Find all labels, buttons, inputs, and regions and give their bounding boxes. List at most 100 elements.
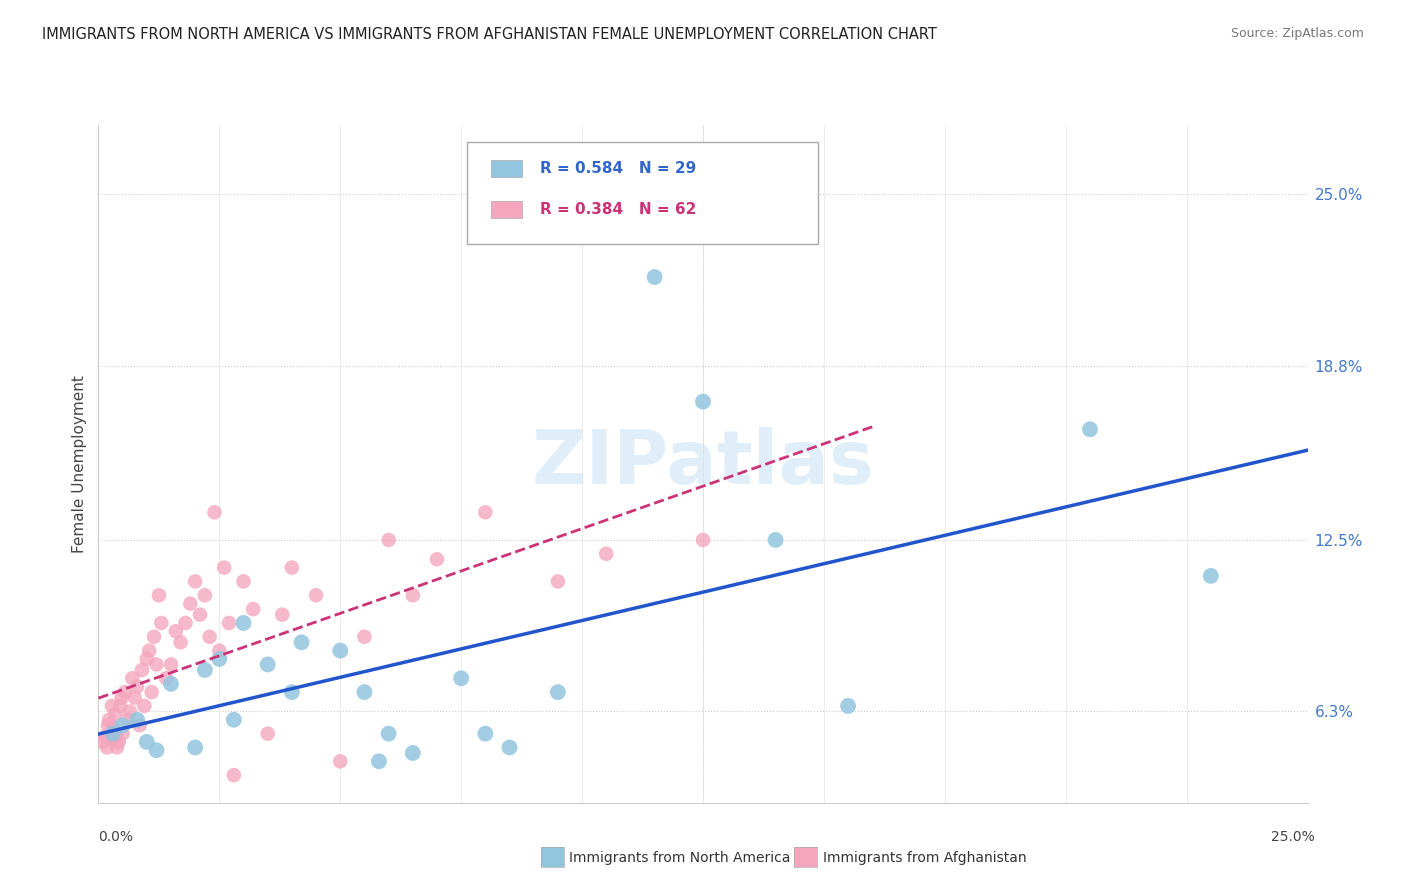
Point — [174, 615, 197, 630]
Point — [547, 574, 569, 589]
Text: 25.0%: 25.0% — [1271, 830, 1315, 844]
Point — [107, 735, 129, 749]
Point — [184, 740, 207, 755]
Point — [94, 730, 117, 744]
Point — [143, 630, 166, 644]
Point — [111, 726, 134, 740]
Text: Immigrants from North America: Immigrants from North America — [569, 851, 790, 865]
Point — [108, 698, 131, 713]
Point — [100, 732, 122, 747]
Point — [232, 574, 254, 589]
Point — [188, 607, 211, 622]
Point — [281, 560, 304, 574]
Point — [208, 643, 231, 657]
Point — [184, 574, 207, 589]
Point — [114, 685, 136, 699]
Point — [218, 615, 240, 630]
Point — [1199, 569, 1222, 583]
Point — [101, 721, 124, 735]
Bar — [492, 161, 522, 178]
Point — [595, 547, 617, 561]
Point — [402, 746, 425, 760]
Point — [222, 713, 245, 727]
Point — [474, 726, 496, 740]
Point — [160, 657, 183, 672]
Point — [160, 677, 183, 691]
Y-axis label: Female Unemployment: Female Unemployment — [72, 375, 87, 553]
Point — [97, 718, 120, 732]
Point — [96, 740, 118, 755]
Point — [135, 652, 157, 666]
Point — [135, 735, 157, 749]
FancyBboxPatch shape — [467, 142, 818, 244]
Point — [104, 707, 127, 722]
Point — [402, 588, 425, 602]
Point — [305, 588, 328, 602]
Bar — [492, 202, 522, 219]
Point — [145, 743, 167, 757]
Point — [150, 615, 173, 630]
Point — [121, 671, 143, 685]
Point — [329, 643, 352, 657]
Point — [353, 630, 375, 644]
Point — [128, 718, 150, 732]
Point — [212, 560, 235, 574]
Point — [547, 685, 569, 699]
Point — [103, 726, 125, 740]
Point — [242, 602, 264, 616]
Point — [105, 740, 128, 755]
Point — [155, 671, 177, 685]
Point — [377, 533, 399, 547]
Point — [198, 630, 221, 644]
Point — [98, 713, 121, 727]
Point — [117, 713, 139, 727]
Point — [644, 270, 666, 285]
Point — [194, 588, 217, 602]
Point — [148, 588, 170, 602]
Point — [426, 552, 449, 566]
Point — [222, 768, 245, 782]
Point — [450, 671, 472, 685]
Point — [498, 740, 520, 755]
Point — [101, 698, 124, 713]
Point — [329, 754, 352, 768]
Text: R = 0.384   N = 62: R = 0.384 N = 62 — [540, 202, 696, 217]
Point — [127, 680, 149, 694]
Point — [204, 505, 226, 519]
Text: ZIPatlas: ZIPatlas — [531, 427, 875, 500]
Point — [765, 533, 787, 547]
Point — [692, 533, 714, 547]
Point — [290, 635, 312, 649]
Point — [256, 726, 278, 740]
Point — [179, 597, 201, 611]
Text: 0.0%: 0.0% — [98, 830, 134, 844]
Text: R = 0.584   N = 29: R = 0.584 N = 29 — [540, 161, 696, 177]
Point — [377, 726, 399, 740]
Point — [141, 685, 163, 699]
Point — [169, 635, 191, 649]
Point — [101, 726, 124, 740]
Point — [111, 718, 134, 732]
Point — [353, 685, 375, 699]
Point — [107, 732, 129, 747]
Point — [127, 713, 149, 727]
Point — [474, 505, 496, 519]
Point — [368, 754, 391, 768]
Point — [1078, 422, 1101, 436]
Point — [281, 685, 304, 699]
Point — [118, 705, 141, 719]
Point — [232, 615, 254, 630]
Point — [138, 643, 160, 657]
Point — [194, 663, 217, 677]
Text: IMMIGRANTS FROM NORTH AMERICA VS IMMIGRANTS FROM AFGHANISTAN FEMALE UNEMPLOYMENT: IMMIGRANTS FROM NORTH AMERICA VS IMMIGRA… — [42, 27, 936, 42]
Point — [91, 735, 114, 749]
Point — [111, 690, 134, 705]
Point — [134, 698, 156, 713]
Text: Source: ZipAtlas.com: Source: ZipAtlas.com — [1230, 27, 1364, 40]
Text: Immigrants from Afghanistan: Immigrants from Afghanistan — [823, 851, 1026, 865]
Point — [837, 698, 859, 713]
Point — [271, 607, 294, 622]
Point — [256, 657, 278, 672]
Point — [208, 652, 231, 666]
Point — [145, 657, 167, 672]
